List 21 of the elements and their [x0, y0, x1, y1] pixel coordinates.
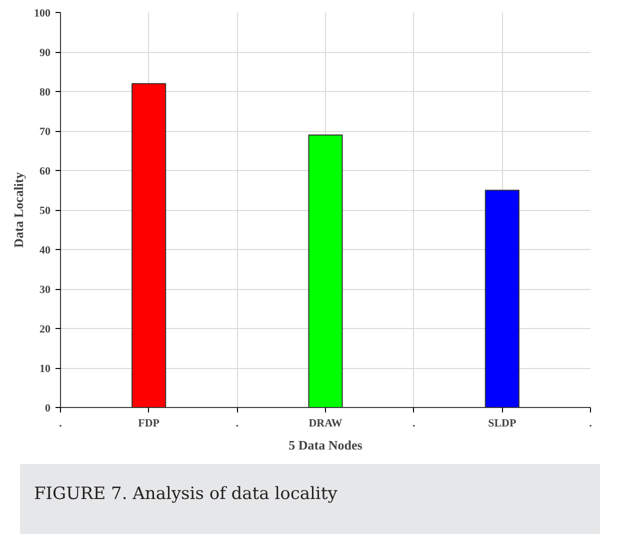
y-tick-label: 100 [34, 8, 51, 20]
x-tick-label: DRAW [308, 418, 342, 430]
x-tick-label: . [589, 418, 592, 430]
y-tick-label: 20 [40, 324, 51, 336]
y-tick-label: 50 [40, 205, 51, 217]
y-tick-label: 70 [40, 126, 51, 138]
x-tick-label: . [59, 418, 62, 430]
x-tick-label: FDP [138, 418, 160, 430]
x-tick-label: . [412, 418, 416, 430]
y-tick-label: 0 [45, 402, 51, 414]
caption: FIGURE 7. Analysis of data locality [34, 483, 338, 506]
x-axis-title: 5 Data Nodes [288, 438, 362, 452]
x-tick-label: SLDP [488, 418, 517, 430]
y-tick-label: 90 [40, 47, 51, 59]
y-tick-label: 40 [40, 244, 51, 256]
y-tick-label: 80 [40, 86, 51, 98]
y-tick-label: 30 [40, 284, 51, 296]
y-tick-label: 10 [40, 363, 51, 375]
y-tick-label: 60 [40, 166, 51, 178]
x-tick-label: . [236, 418, 239, 430]
y-axis-title: Data Locality [11, 172, 26, 248]
